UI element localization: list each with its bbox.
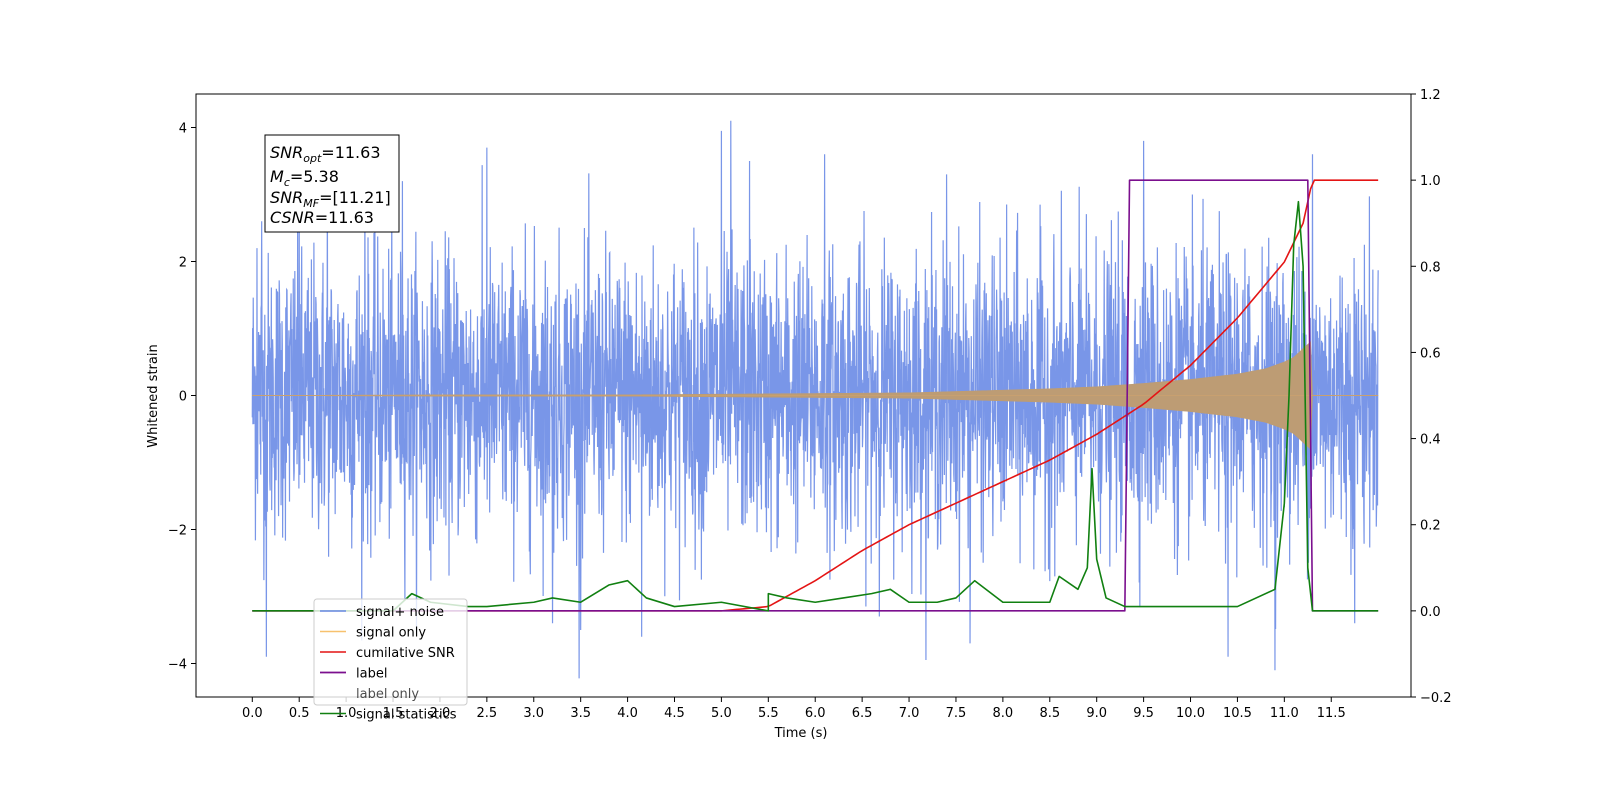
y-tick-label: −2: [168, 524, 187, 539]
x-tick-label: 5.5: [758, 706, 779, 721]
x-tick-label: 9.5: [1133, 706, 1154, 721]
x-tick-label: 10.5: [1223, 706, 1252, 721]
x-tick-label: 6.5: [852, 706, 873, 721]
x-tick-label: 10.0: [1176, 706, 1205, 721]
y2-tick-label: 1.2: [1420, 88, 1441, 103]
y-axis-label: Whitened strain: [146, 344, 161, 447]
x-tick-label: 1.0: [336, 706, 357, 721]
annotation-csnr: CSNR=11.63: [270, 208, 374, 227]
x-tick-label: 6.0: [805, 706, 826, 721]
y2-tick-label: −0.2: [1420, 691, 1452, 706]
y-tick-label: 4: [179, 122, 187, 137]
y2-tick-label: 0.0: [1420, 605, 1441, 620]
x-tick-label: 2.5: [477, 706, 498, 721]
x-tick-label: 4.5: [664, 706, 685, 721]
x-tick-label: 1.5: [383, 706, 404, 721]
annotation-frame: [264, 134, 400, 233]
annotation-snr-opt: SNRopt=11.63: [270, 143, 381, 165]
annotation-snr-mf: SNRMF=[11.21]: [270, 188, 391, 210]
x-axis-label: Time (s): [774, 726, 828, 741]
y-axis-left: −4 −2 0 2 4: [168, 122, 196, 673]
y2-tick-label: 1.0: [1420, 174, 1441, 189]
legend-label: signal+ noise: [356, 605, 444, 620]
x-tick-label: 0.0: [242, 706, 263, 721]
x-tick-label: 5.0: [711, 706, 732, 721]
legend-label: cumilative SNR: [356, 646, 455, 661]
y2-tick-label: 0.8: [1420, 260, 1441, 275]
plot-area: [251, 120, 1379, 679]
y2-tick-label: 0.4: [1420, 433, 1441, 448]
legend: signal+ noise signal only cumilative SNR la…: [313, 598, 468, 723]
x-tick-label: 2.0: [430, 706, 451, 721]
series-signal-noise: [251, 120, 1379, 679]
legend-label: label only: [356, 687, 419, 702]
legend-box: [313, 598, 468, 706]
series-signal-statistics: [252, 200, 1379, 612]
annotation-mc: Mc=5.38: [270, 167, 339, 189]
x-tick-label: 8.0: [993, 706, 1014, 721]
x-tick-label: 7.5: [946, 706, 967, 721]
y-axis-right: −0.2 0.0 0.2 0.4 0.6 0.8 1.0 1.2: [1411, 88, 1452, 706]
y-tick-label: 0: [179, 390, 187, 405]
x-tick-label: 11.5: [1317, 706, 1346, 721]
legend-label: signal only: [356, 626, 426, 641]
y2-tick-label: 0.6: [1420, 346, 1441, 361]
y-tick-label: −4: [168, 658, 187, 673]
x-tick-label: 11.0: [1270, 706, 1299, 721]
x-tick-label: 8.5: [1039, 706, 1060, 721]
y-tick-label: 2: [179, 256, 187, 271]
x-tick-label: 4.0: [617, 706, 638, 721]
legend-label: signal statistics: [356, 708, 457, 723]
x-tick-label: 7.0: [899, 706, 920, 721]
x-tick-label: 0.5: [289, 706, 310, 721]
legend-label: label: [356, 667, 387, 682]
annotation-box: SNRopt=11.63 Mc=5.38 SNRMF=[11.21] CSNR=…: [264, 134, 400, 233]
x-tick-label: 3.5: [570, 706, 591, 721]
x-tick-label: 9.0: [1086, 706, 1107, 721]
x-tick-label: 3.0: [523, 706, 544, 721]
y2-tick-label: 0.2: [1420, 519, 1441, 534]
x-axis: 0.0 0.5 1.0 1.5 2.0 2.5 3.0 3.5 4.0 4.5 5.0 5.5 6.0 6…: [242, 697, 1346, 721]
